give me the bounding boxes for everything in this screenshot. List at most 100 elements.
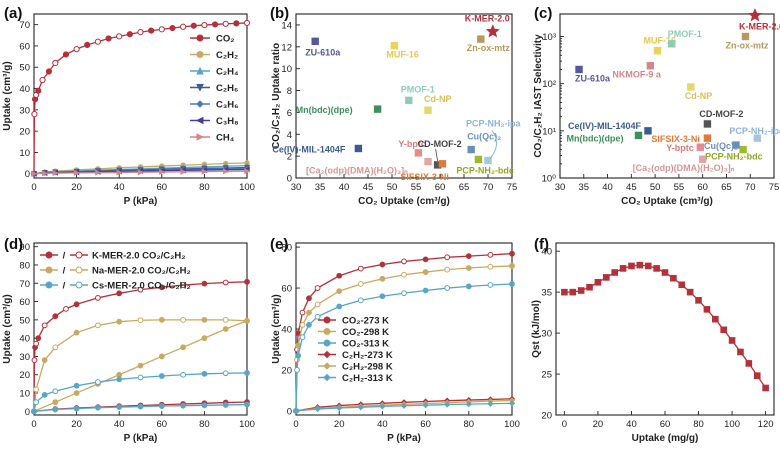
y-tick-label: 20 <box>281 365 292 376</box>
data-point <box>306 295 312 302</box>
data-point <box>137 286 144 293</box>
x-tick-label: 0 <box>293 419 298 430</box>
data-point <box>73 390 80 396</box>
x-tick-label: 55 <box>674 182 685 193</box>
legend-label: C₂H₆ <box>216 83 238 94</box>
x-tick-label: 60 <box>420 419 431 430</box>
point-label: NKMOF-9 a <box>612 70 661 80</box>
data-point <box>586 283 593 291</box>
panel-label: (b) <box>270 5 289 22</box>
legend-label: C₂H₂ <box>216 50 238 61</box>
y-tick-label: 60 <box>19 297 30 308</box>
data-point <box>487 263 494 270</box>
y-tick-label: 80 <box>19 260 30 271</box>
x-tick-label: 60 <box>157 419 168 430</box>
data-point <box>509 250 515 257</box>
data-point <box>222 370 229 377</box>
data-point <box>95 169 102 176</box>
data-point <box>244 317 250 324</box>
data-point <box>739 145 747 154</box>
legend-marker <box>196 133 205 141</box>
data-point <box>357 265 364 272</box>
point-label: Ce(IV)-MIL-1404F <box>272 144 346 154</box>
y-tick-label: 2 <box>287 152 292 163</box>
series-line <box>295 265 513 411</box>
legend-marker <box>45 281 53 289</box>
data-point <box>401 290 407 297</box>
data-point <box>314 301 321 308</box>
x-axis-label: CO₂ Uptake (cm³/g) <box>621 196 713 207</box>
y-tick-label: 10³ <box>542 32 556 43</box>
y-tick-label: 25 <box>541 370 552 381</box>
x-tick-label: 40 <box>114 182 125 193</box>
y-tick-label: 90 <box>19 242 30 253</box>
data-point <box>41 322 48 329</box>
legend-marker <box>196 84 204 92</box>
point-label: [Ca₂(odp)(DMA)(H₂O)₃]ₙ <box>633 163 735 173</box>
y-tick-label: 10 <box>19 148 30 159</box>
y-tick-label: 40 <box>541 247 552 258</box>
data-point <box>223 168 230 175</box>
x-tick-label: 80 <box>199 182 210 193</box>
data-point <box>422 287 429 294</box>
legend-label: K-MER-2.0 CO₂/C₂H₂ <box>92 251 185 262</box>
y-tick-label: 8 <box>287 86 292 97</box>
data-point <box>741 32 750 41</box>
point-label: K-MER-2.0 <box>739 21 780 31</box>
data-point <box>424 157 432 166</box>
data-point <box>414 149 423 157</box>
data-point <box>379 275 386 282</box>
x-tick-label: 40 <box>626 419 637 430</box>
x-tick-label: 0 <box>31 419 36 430</box>
data-point <box>373 105 382 113</box>
x-tick-label: 20 <box>593 419 604 430</box>
data-point <box>444 254 451 261</box>
x-tick-label: 0 <box>562 419 567 430</box>
y-tick-label: 70 <box>19 279 30 290</box>
data-point <box>299 322 306 328</box>
data-point <box>180 402 187 409</box>
data-point <box>696 143 704 151</box>
data-point <box>222 402 229 408</box>
point-label: [Ca₂(odp)(DMA)(H₂O)₃]ₙ <box>306 166 408 176</box>
data-point <box>653 265 660 272</box>
data-point <box>695 297 702 304</box>
x-tick-label: 75 <box>769 182 780 193</box>
x-tick-label: 60 <box>660 419 671 430</box>
y-tick-label: 30 <box>19 352 30 363</box>
data-point <box>400 402 408 409</box>
panel-f: 0 20 40 60 80 100 120 20 25 30 35 40 Uptake (mg/g) Qs… <box>531 236 775 444</box>
data-point <box>444 401 451 408</box>
y-tick-label: 50 <box>19 63 30 74</box>
x-tick-label: 50 <box>387 182 398 193</box>
x-tick-label: 40 <box>339 182 350 193</box>
x-tick-label: 20 <box>71 419 82 430</box>
x-tick-label: 40 <box>114 419 125 430</box>
data-point <box>33 340 40 347</box>
data-point <box>561 288 568 296</box>
legend-marker <box>75 251 83 259</box>
legend-marker <box>75 281 83 289</box>
data-point <box>703 306 711 313</box>
point-label: ZU-610a <box>575 73 611 83</box>
data-point <box>311 37 319 46</box>
y-tick-label: 20 <box>19 370 30 381</box>
legend-marker <box>45 251 53 259</box>
data-point <box>84 41 91 48</box>
x-tick-label: 100 <box>504 419 520 430</box>
data-point <box>444 266 451 273</box>
x-tick-label: 0 <box>31 182 36 193</box>
point-label: PMOF-1 <box>668 29 702 39</box>
legend-label: C₂H₂-273 K <box>342 350 393 361</box>
y-tick-label: 10² <box>542 79 556 90</box>
data-point <box>73 46 80 53</box>
legend-label: CO₂-313 K <box>342 339 389 350</box>
legend-label: Na-MER-2.0 CO₂/C₂H₂ <box>92 266 191 277</box>
x-tick-label: 100 <box>724 419 740 430</box>
data-point <box>484 156 492 165</box>
point-label: Zn-ox-mtz <box>725 41 768 51</box>
data-point <box>575 65 583 74</box>
legend-separator: / <box>63 281 66 292</box>
x-tick-label: 75 <box>507 182 518 193</box>
data-point <box>116 169 123 176</box>
